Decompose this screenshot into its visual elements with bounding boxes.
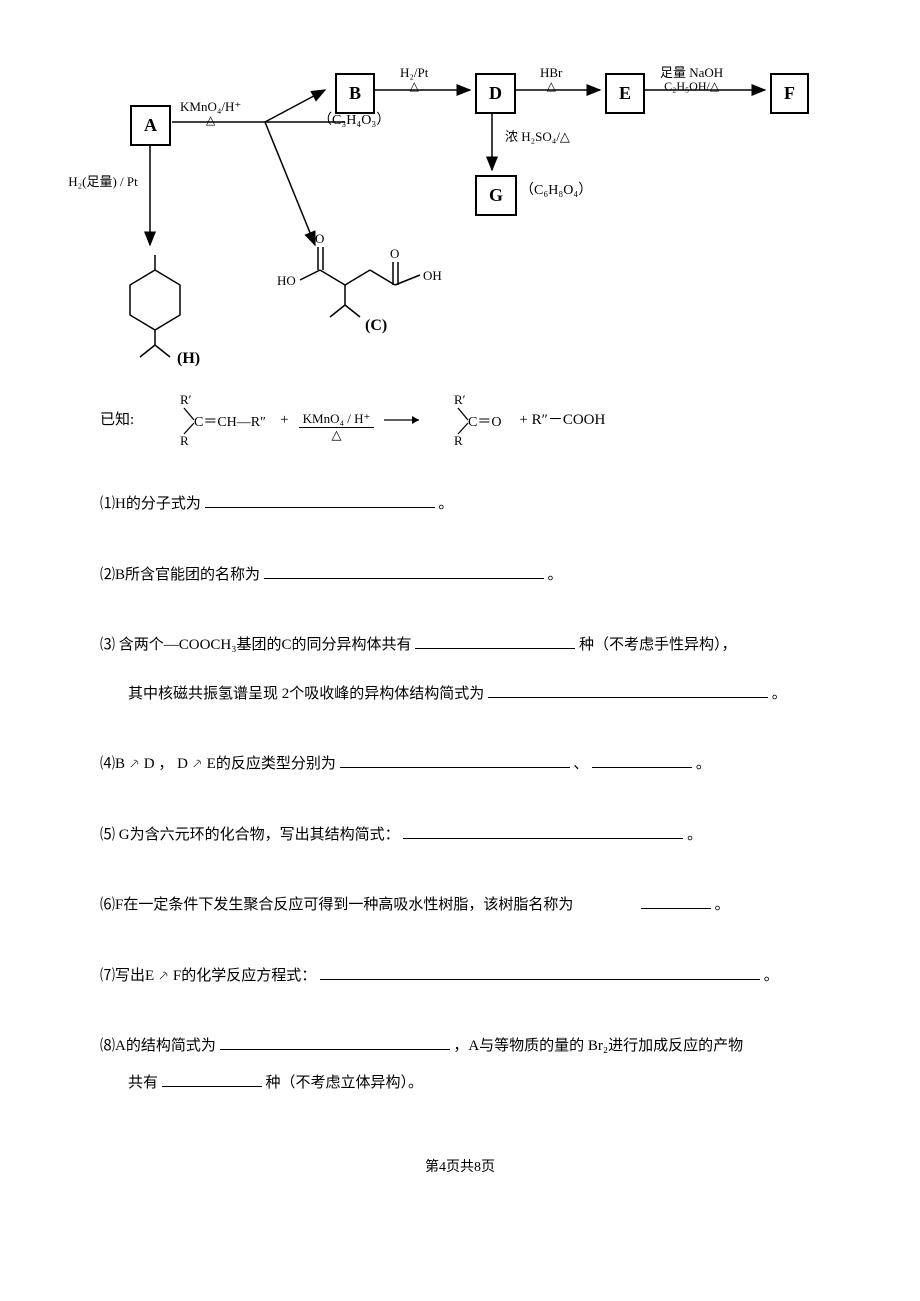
svg-text:OH: OH bbox=[423, 268, 442, 283]
q3-blank-2[interactable] bbox=[488, 681, 768, 698]
node-D: D bbox=[475, 73, 516, 114]
annot-A-H: H₂(足量) / Pt bbox=[58, 175, 148, 189]
known-product-tail: + R″－COOH bbox=[519, 408, 605, 432]
q1-suffix: 。 bbox=[438, 496, 453, 512]
annot-B-D: H₂/Pt △ bbox=[400, 66, 428, 93]
q4-blank-2[interactable] bbox=[592, 752, 692, 769]
questions-block: ⑴H的分子式为 。 ⑵B所含官能团的名称为 。 ⑶ 含两个—COOCH₃基团的C… bbox=[100, 490, 820, 1097]
q5-prefix: ⑸ G为含六元环的化合物，写出其结构简式： bbox=[100, 827, 400, 843]
q3-l2b: 。 bbox=[772, 686, 787, 702]
q5-suffix: 。 bbox=[687, 827, 702, 843]
svg-text:C＝O: C＝O bbox=[468, 415, 501, 430]
q6-prefix: ⑹F在一定条件下发生聚合反应可得到一种高吸水性树脂，该树脂名称为 bbox=[100, 897, 573, 913]
q8-l2b: 种（不考虑立体异构）。 bbox=[266, 1075, 424, 1091]
annot-A-BC-top: KMnO₄/H⁺ bbox=[180, 99, 241, 114]
q7-suffix: 。 bbox=[764, 968, 779, 984]
annot-D-E-bot: △ bbox=[540, 80, 562, 93]
question-8: ⑻A的结构简式为 ，A与等物质的量的 Br₂进行加成反应的产物 共有 种（不考虑… bbox=[100, 1032, 820, 1097]
annot-A-BC-bot: △ bbox=[180, 114, 241, 127]
q4-suffix: 。 bbox=[696, 756, 711, 772]
known-arrow-icon bbox=[384, 415, 424, 425]
page-footer: 第4页共8页 bbox=[100, 1157, 820, 1179]
annot-B-D-bot: △ bbox=[400, 80, 428, 93]
q8-l1b: ，A与等物质的量的 Br₂进行加成反应的产物 bbox=[453, 1038, 743, 1054]
svg-text:HO: HO bbox=[277, 273, 296, 288]
question-7: ⑺写出E ⸕ F的化学反应方程式： 。 bbox=[100, 962, 820, 991]
question-3: ⑶ 含两个—COOCH₃基团的C的同分异构体共有 种（不考虑手性异构）， 其中核… bbox=[100, 631, 820, 708]
svg-text:C＝CH—R″: C＝CH—R″ bbox=[194, 415, 266, 430]
node-G: G bbox=[475, 175, 517, 216]
q5-blank[interactable] bbox=[403, 822, 683, 839]
q7-blank[interactable] bbox=[320, 963, 760, 980]
question-2: ⑵B所含官能团的名称为 。 bbox=[100, 561, 820, 590]
q8-blank-2[interactable] bbox=[162, 1070, 262, 1087]
svg-text:R: R bbox=[454, 433, 463, 448]
svg-text:O: O bbox=[315, 231, 324, 246]
annot-D-E: HBr △ bbox=[540, 66, 562, 93]
question-5: ⑸ G为含六元环的化合物，写出其结构简式： 。 bbox=[100, 821, 820, 850]
q6-suffix: 。 bbox=[715, 897, 730, 913]
annot-A-BC: KMnO₄/H⁺ △ bbox=[180, 100, 241, 127]
q1-blank[interactable] bbox=[205, 492, 435, 509]
svg-text:O: O bbox=[390, 246, 399, 261]
known-reagent-top: KMnO₄ / H⁺ bbox=[299, 412, 375, 427]
known-reaction: 已知: R′ R C＝CH—R″ + KMnO₄ / H⁺ △ R′ R C＝O… bbox=[100, 390, 820, 450]
annot-A-H-top: H₂(足量) / Pt bbox=[68, 174, 138, 189]
annot-B-D-top: H₂/Pt bbox=[400, 65, 428, 80]
annot-E-F-bot: C₂H₅OH/△ bbox=[660, 80, 723, 93]
q8-l1a: ⑻A的结构简式为 bbox=[100, 1038, 220, 1054]
question-6: ⑹F在一定条件下发生聚合反应可得到一种高吸水性树脂，该树脂名称为 。 bbox=[100, 891, 820, 920]
structure-C: HO O O OH (C) bbox=[275, 225, 485, 343]
q2-prefix: ⑵B所含官能团的名称为 bbox=[100, 567, 260, 583]
svg-text:R′: R′ bbox=[180, 392, 192, 407]
q2-blank[interactable] bbox=[264, 562, 544, 579]
annot-E-F: 足量 NaOH C₂H₅OH/△ bbox=[660, 66, 723, 93]
q4-mid: 、 bbox=[573, 756, 588, 772]
node-B: B bbox=[335, 73, 375, 114]
known-reactant-1: R′ R C＝CH—R″ bbox=[150, 390, 270, 450]
q1-prefix: ⑴H的分子式为 bbox=[100, 496, 201, 512]
svg-text:(C): (C) bbox=[365, 317, 387, 334]
svg-text:R′: R′ bbox=[454, 392, 466, 407]
svg-text:(H): (H) bbox=[177, 350, 200, 367]
formula-G: （C₆H₈O₄） bbox=[520, 180, 592, 202]
question-1: ⑴H的分子式为 。 bbox=[100, 490, 820, 519]
q8-l2a: 共有 bbox=[128, 1075, 162, 1091]
q4-blank-1[interactable] bbox=[340, 752, 570, 769]
node-A: A bbox=[130, 105, 171, 146]
structure-H: (H) bbox=[105, 245, 215, 378]
q3-blank-1[interactable] bbox=[415, 633, 575, 650]
node-F: F bbox=[770, 73, 809, 114]
q3-l2a: 其中核磁共振氢谱呈现 2个吸收峰的异构体结构简式为 bbox=[128, 686, 488, 702]
known-plus-1: + bbox=[280, 408, 288, 432]
q3-l1b: 种（不考虑手性异构）， bbox=[579, 637, 737, 653]
q4-prefix: ⑷B ⸕ D ， D ⸕ E的反应类型分别为 bbox=[100, 756, 340, 772]
annot-D-E-top: HBr bbox=[540, 65, 562, 80]
reaction-scheme: A B （C₃H₄O₃） D E F G （C₆H₈O₄） KMnO₄/H⁺ △… bbox=[100, 60, 820, 380]
known-product-1: R′ R C＝O bbox=[434, 390, 509, 450]
q7-prefix: ⑺写出E ⸕ F的化学反应方程式： bbox=[100, 968, 316, 984]
annot-E-F-top: 足量 NaOH bbox=[660, 65, 723, 80]
q2-suffix: 。 bbox=[548, 567, 563, 583]
svg-text:R: R bbox=[180, 433, 189, 448]
q3-l1a: ⑶ 含两个—COOCH₃基团的C的同分异构体共有 bbox=[100, 637, 415, 653]
reaction-scheme-area: A B （C₃H₄O₃） D E F G （C₆H₈O₄） KMnO₄/H⁺ △… bbox=[100, 60, 820, 450]
formula-B: （C₃H₄O₃） bbox=[318, 110, 390, 132]
known-label: 已知: bbox=[100, 408, 134, 432]
known-reagent-bot: △ bbox=[332, 428, 342, 442]
annot-D-G: 浓 H₂SO₄/△ bbox=[505, 130, 570, 144]
known-reagent: KMnO₄ / H⁺ △ bbox=[299, 398, 375, 442]
question-4: ⑷B ⸕ D ， D ⸕ E的反应类型分别为 、 。 bbox=[100, 750, 820, 779]
annot-D-G-side: 浓 H₂SO₄/△ bbox=[505, 129, 570, 144]
node-E: E bbox=[605, 73, 645, 114]
q8-blank-1[interactable] bbox=[220, 1034, 450, 1051]
q6-blank[interactable] bbox=[641, 893, 711, 910]
